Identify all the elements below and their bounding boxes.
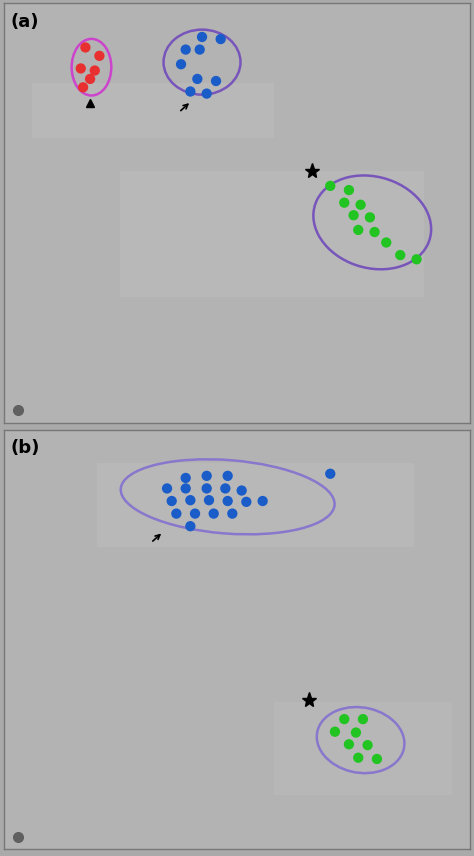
Point (193, 72, 201, 86)
Point (187, 493, 194, 507)
Text: (a): (a) (11, 13, 39, 31)
Bar (274, 702, 452, 794)
Point (96, 49, 103, 62)
Point (413, 253, 420, 266)
Point (198, 30, 206, 44)
Point (203, 86, 210, 100)
Point (364, 738, 372, 752)
Point (187, 85, 194, 98)
Point (182, 471, 190, 484)
Point (355, 223, 362, 237)
Point (91, 63, 99, 77)
Point (203, 482, 210, 496)
Point (371, 225, 378, 239)
Point (173, 507, 180, 520)
Point (210, 507, 218, 520)
Point (203, 469, 210, 483)
Point (196, 43, 203, 56)
Point (221, 482, 229, 496)
Point (327, 467, 334, 480)
Point (82, 40, 89, 54)
Point (205, 493, 213, 507)
Point (359, 712, 367, 726)
Point (327, 179, 334, 193)
Point (243, 495, 250, 508)
Point (224, 494, 231, 508)
Point (212, 74, 220, 88)
Point (357, 198, 365, 211)
Point (168, 494, 175, 508)
Point (396, 248, 404, 262)
Point (163, 482, 171, 496)
Point (191, 507, 199, 520)
Point (259, 494, 266, 508)
Point (86, 72, 94, 86)
Text: (b): (b) (11, 439, 40, 457)
Point (79, 80, 87, 94)
Point (340, 712, 348, 726)
Bar (120, 171, 424, 297)
Point (350, 208, 357, 222)
Point (373, 752, 381, 766)
Point (331, 725, 339, 739)
Point (340, 196, 348, 210)
Bar (97, 463, 414, 547)
Bar (32, 83, 274, 138)
Point (383, 235, 390, 249)
Point (77, 62, 84, 75)
Point (355, 751, 362, 764)
Point (182, 43, 190, 56)
Point (182, 482, 190, 496)
Point (345, 738, 353, 752)
Point (238, 484, 246, 497)
Point (224, 469, 231, 483)
Point (228, 507, 236, 520)
Point (352, 726, 360, 740)
Point (187, 520, 194, 533)
Point (177, 57, 185, 71)
Point (217, 33, 225, 46)
Point (366, 211, 374, 224)
Point (345, 183, 353, 197)
